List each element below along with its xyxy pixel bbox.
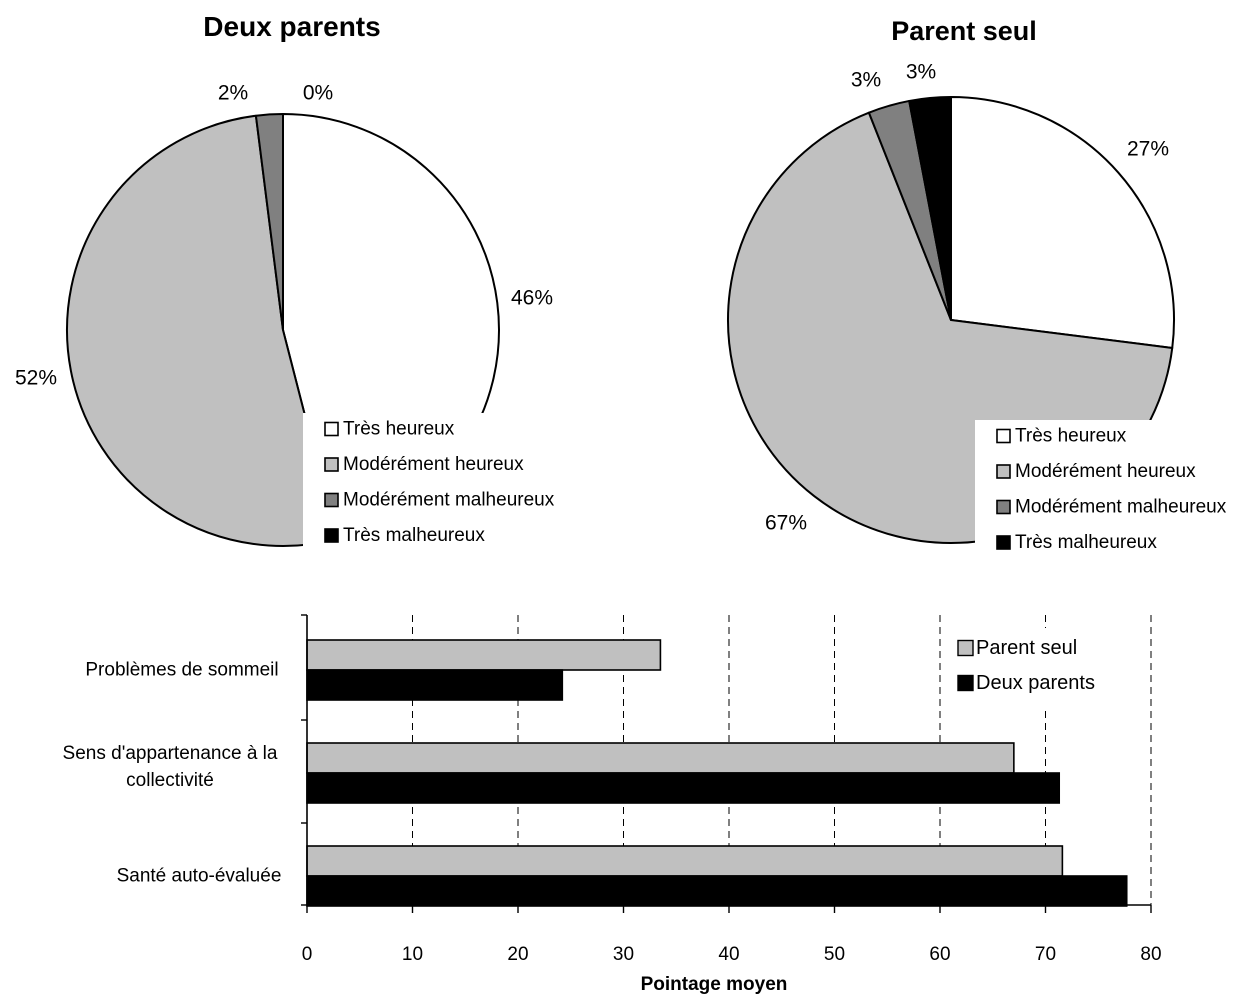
legend-swatch-tres-malheureux [996,535,1011,550]
legend-label-tres-heureux: Très heureux [1015,426,1127,447]
legend-label-tres-malheureux: Très malheureux [343,525,485,546]
legend-swatch-deux-parents [957,674,974,692]
legend-label-moderement-malheureux: Modérément malheureux [1015,497,1227,518]
legend-label-tres-malheureux: Très malheureux [1015,532,1157,553]
legend-label-deux-parents: Deux parents [976,672,1095,694]
category-label-sens-d-appartenance-a-la-collectivite: Sens d'appartenance à la collectivité [63,743,278,791]
legend-swatch-tres-malheureux [324,528,339,543]
data-label-moderement-malheureux: 3% [851,69,881,92]
x-axis-title: Pointage moyen [641,974,788,995]
legend-swatch-moderement-heureux [324,457,339,472]
chart-title: Deux parents [203,11,380,42]
data-label-tres-malheureux: 3% [906,61,936,84]
data-label-moderement-heureux: 67% [765,512,807,535]
pie-slice-tres-heureux [950,96,1175,349]
legend: Parent seul Deux parents [942,628,1132,708]
bar-parent-seul-sante-auto-evaluee [306,845,1064,877]
legend-background [975,420,1253,550]
legend-label-moderement-malheureux: Modérément malheureux [343,490,555,511]
legend-swatch-moderement-malheureux [324,492,339,508]
bar-parent-seul-sens-d-appartenance-a-la-collectivite [306,742,1015,774]
x-tick-label-70: 70 [1035,944,1056,965]
x-tick-label-60: 60 [929,944,950,965]
legend-swatch-tres-heureux [324,421,339,437]
legend: Très heureux Modérément heureux Modérément… [975,420,1253,553]
legend-label-moderement-heureux: Modérément heureux [343,454,524,475]
legend: Très heureux Modérément heureux Modérément… [303,413,603,548]
legend-label-parent-seul: Parent seul [976,637,1077,659]
pie-chart-parent-seul: Parent seul 27% 67% 3% 3% Très heureux Modérém… [727,16,1253,553]
pie-slice-tres-malheureux [908,96,952,321]
bar-deux-parents-sens-d-appartenance-a-la-collectivite [306,772,1061,804]
legend-label-moderement-heureux: Modérément heureux [1015,461,1196,482]
x-tick-label-20: 20 [507,944,528,965]
bar-chart-pointage-moyen: 0 10 20 30 40 50 60 70 80 Pointage moyen Problèmes… [63,614,1162,995]
chart-title: Parent seul [891,16,1037,46]
x-tick-label-50: 50 [824,944,845,965]
x-tick-label-0: 0 [302,944,313,965]
category-label-line-2: collectivité [126,770,214,791]
legend-swatch-tres-heureux [996,428,1011,444]
data-label-moderement-malheureux: 2% [218,82,248,105]
legend-swatch-moderement-heureux [996,464,1011,479]
data-label-moderement-heureux: 52% [15,367,57,390]
data-label-tres-malheureux: 0% [303,82,333,105]
legend-swatch-moderement-malheureux [996,499,1011,515]
legend-label-tres-heureux: Très heureux [343,419,455,440]
bar-deux-parents-problemes-de-sommeil [306,669,564,701]
bar-parent-seul-problemes-de-sommeil [306,639,662,671]
data-label-tres-heureux: 46% [511,287,553,310]
x-tick-label-10: 10 [402,944,423,965]
category-label-line-1: Sens d'appartenance à la [63,743,278,764]
legend-background [303,413,603,548]
x-tick-label-30: 30 [613,944,634,965]
legend-swatch-parent-seul [957,639,974,657]
category-label-sante-auto-evaluee: Santé auto-évaluée [117,866,282,887]
pie-chart-deux-parents: Deux parents 46% 52% 2% 0% Très heureux Modéré… [15,11,603,548]
bar-deux-parents-sante-auto-evaluee [306,875,1128,907]
category-label-problemes-de-sommeil: Problèmes de sommeil [85,660,278,681]
data-label-tres-heureux: 27% [1127,138,1169,161]
x-tick-label-40: 40 [718,944,739,965]
x-tick-label-80: 80 [1140,944,1161,965]
